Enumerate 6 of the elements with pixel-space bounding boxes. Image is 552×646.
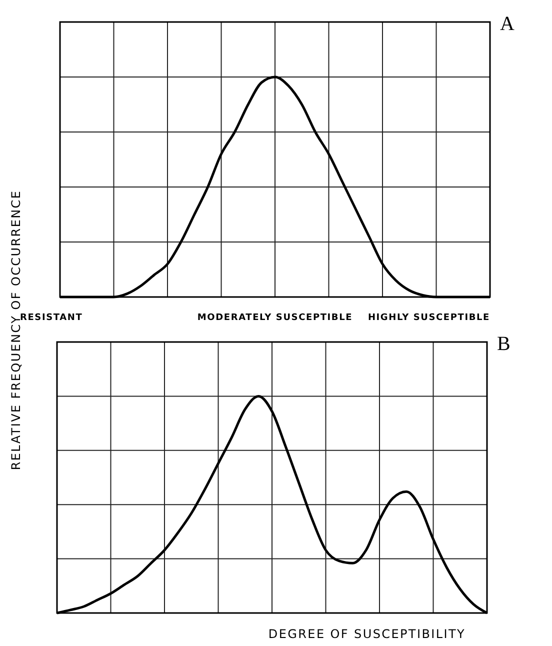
chart-title: A: [500, 13, 515, 35]
text: MODERATELY SUSCEPTIBLE: [197, 313, 353, 323]
chart-title: B: [497, 333, 510, 355]
text: RESISTANT: [20, 313, 83, 323]
x-axis-title: DEGREE OF SUSCEPTIBILITY: [268, 627, 466, 641]
text: HIGHLY SUSCEPTIBLE: [368, 313, 490, 323]
